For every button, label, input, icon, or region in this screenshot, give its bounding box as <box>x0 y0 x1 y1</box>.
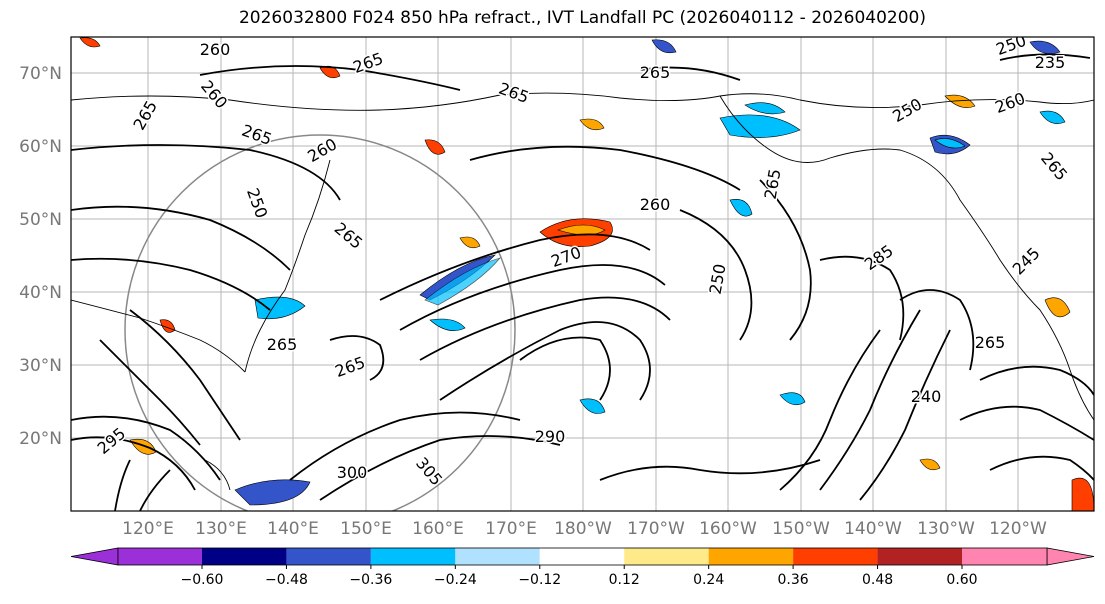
lon-label-160e: 160°E <box>412 519 464 539</box>
colorbar-tick-label: 0.24 <box>693 572 724 588</box>
colorbar-segment <box>370 548 456 565</box>
colorbar-segment <box>962 548 1047 565</box>
colorbar-extend-max <box>1046 547 1095 566</box>
colorbar-segment <box>539 548 625 565</box>
colorbar-tick-label: −0.24 <box>434 572 477 588</box>
lon-label-160w: 160°W <box>699 519 757 539</box>
colorbar-tick-label: −0.48 <box>265 572 308 588</box>
colorbar-segment <box>286 548 371 565</box>
lon-label-140e: 140°E <box>267 519 319 539</box>
colorbar-ticks: −0.60 −0.48 −0.36 −0.24 −0.12 0.12 0.24 0.36 0.4… <box>181 565 978 588</box>
lat-label-30n: 30°N <box>19 356 62 376</box>
colorbar-segment <box>118 548 202 565</box>
contour-label: 240 <box>911 387 942 406</box>
lon-label-140w: 140°W <box>844 519 902 539</box>
map-panel: 260 2652602652652602652652502652652652602… <box>70 36 1095 512</box>
contour-label: 265 <box>975 333 1006 352</box>
contour-label: 290 <box>535 427 566 446</box>
lon-label-170e: 170°E <box>485 519 537 539</box>
colorbar-segment <box>624 548 709 565</box>
colorbar-tick-label: 0.60 <box>946 572 977 588</box>
colorbar-tick-label: 0.48 <box>862 572 893 588</box>
figure-title: 2026032800 F024 850 hPa refract., IVT La… <box>238 8 926 28</box>
refractivity-anomaly-fill <box>79 37 1094 511</box>
lon-label-180w: 180°W <box>554 519 612 539</box>
coastlines <box>71 92 1094 491</box>
lon-label-130w: 130°W <box>917 519 975 539</box>
colorbar-tick-label: −0.60 <box>181 572 224 588</box>
contour-label: 260 <box>640 195 671 214</box>
lon-label-150w: 150°W <box>772 519 830 539</box>
contour-label: 260 <box>200 40 231 59</box>
colorbar-segment <box>455 548 540 565</box>
landfall-circle <box>124 134 516 511</box>
contour-label: 265 <box>267 335 298 354</box>
contour-label: 300 <box>337 463 368 482</box>
lon-label-120e: 120°E <box>122 519 174 539</box>
colorbar-segment <box>793 548 878 565</box>
colorbar-segment <box>202 548 287 565</box>
longitude-axis: 120°E 130°E 140°E 150°E 160°E 170°E 180°… <box>122 519 1047 539</box>
colorbar-tick-label: −0.36 <box>349 572 392 588</box>
map-frame <box>70 36 1095 512</box>
lat-label-50n: 50°N <box>19 210 62 230</box>
lon-label-170w: 170°W <box>627 519 685 539</box>
lat-label-60n: 60°N <box>19 137 62 157</box>
lat-label-20n: 20°N <box>19 429 62 449</box>
colorbar-extend-min <box>70 547 119 566</box>
colorbar-frame <box>117 547 1048 566</box>
contour-label: 265 <box>640 63 671 82</box>
colorbar-segment <box>877 548 962 565</box>
lat-label-40n: 40°N <box>19 283 62 303</box>
lon-label-130e: 130°E <box>195 519 247 539</box>
latitude-axis: 70°N 60°N 50°N 40°N 30°N 20°N <box>19 64 62 449</box>
colorbar-tick-label: 0.36 <box>778 572 809 588</box>
colorbar-tick-label: 0.12 <box>609 572 640 588</box>
lon-label-150e: 150°E <box>340 519 392 539</box>
ivt-contours <box>71 53 1094 511</box>
colorbar: −0.60 −0.48 −0.36 −0.24 −0.12 0.12 0.24 0.36 0.4… <box>70 547 1095 588</box>
lat-label-70n: 70°N <box>19 64 62 84</box>
lon-label-120w: 120°W <box>989 519 1047 539</box>
colorbar-tick-label: −0.12 <box>518 572 561 588</box>
contour-label: 235 <box>1035 53 1066 72</box>
graticule <box>71 37 1094 511</box>
colorbar-segment <box>708 548 794 565</box>
colorbar-segments <box>70 547 1095 566</box>
